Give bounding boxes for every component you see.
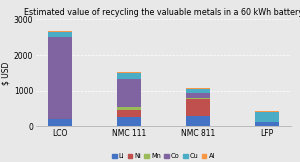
Bar [255,111,279,112]
Bar [117,72,141,73]
Bar [186,88,210,89]
Bar [117,79,141,107]
Bar [48,37,72,119]
Bar [48,32,72,37]
Legend: Li, Ni, Mn, Co, Cu, Al: Li, Ni, Mn, Co, Cu, Al [112,153,215,159]
Bar [117,117,141,126]
Title: Estimated value of recycling the valuable metals in a 60 kWh battery: Estimated value of recycling the valuabl… [24,8,300,17]
Y-axis label: $ USD: $ USD [2,61,11,85]
Bar [255,112,279,122]
Bar [186,116,210,126]
Bar [186,89,210,93]
Bar [186,93,210,98]
Bar [117,73,141,79]
Bar [255,122,279,126]
Bar [117,107,141,110]
Bar [48,31,72,32]
Bar [48,119,72,126]
Bar [117,110,141,117]
Bar [186,98,210,116]
